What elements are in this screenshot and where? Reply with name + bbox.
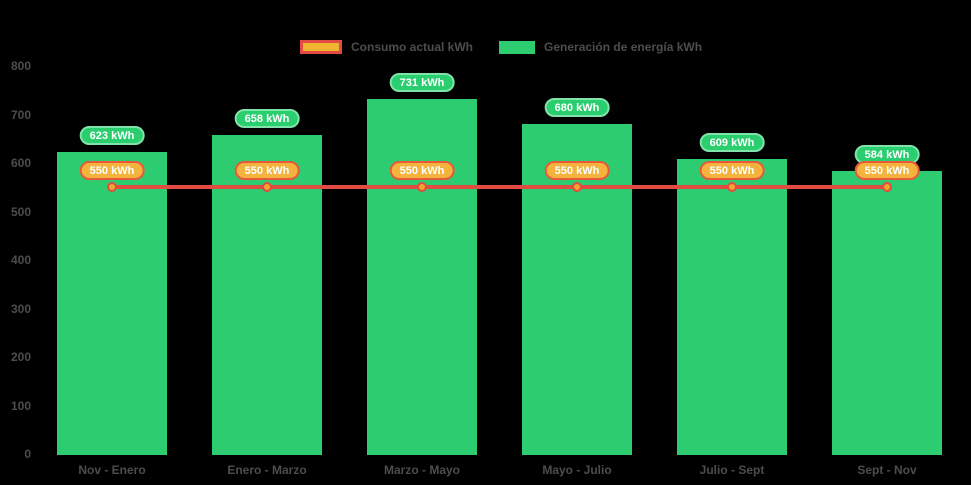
consumption-point[interactable]	[417, 182, 427, 192]
y-axis-tick-label: 800	[10, 59, 31, 73]
x-axis-category-label: Enero - Marzo	[227, 463, 307, 477]
y-axis-tick-label: 100	[10, 398, 31, 413]
y-axis-tick-label: 500	[10, 204, 31, 219]
consumption-value-badge: 550 kWh	[234, 161, 300, 180]
x-axis-category-label: Julio - Sept	[699, 463, 765, 477]
chart-legend: Consumo actual kWh Generación de energía…	[300, 40, 702, 54]
consumption-point[interactable]	[727, 182, 737, 192]
line-swatch-icon	[300, 40, 342, 54]
consumption-point[interactable]	[262, 182, 272, 192]
generation-value-badge: 731 kWh	[389, 73, 455, 93]
y-axis-tick-label: 0	[24, 447, 31, 461]
consumption-value-badge: 550 kWh	[854, 161, 920, 180]
x-axis-category-label: Nov - Enero	[78, 463, 146, 477]
generation-value-badge: 609 kWh	[699, 132, 765, 152]
generation-value-badge: 658 kWh	[234, 108, 300, 128]
consumption-point[interactable]	[107, 182, 117, 192]
generation-bar[interactable]	[677, 158, 787, 455]
y-axis-tick-label: 700	[10, 107, 31, 122]
consumption-point[interactable]	[572, 182, 582, 192]
y-axis-tick-label: 200	[10, 350, 31, 364]
consumption-line	[112, 185, 887, 189]
legend-item-consumo[interactable]: Consumo actual kWh	[300, 40, 473, 54]
consumption-value-badge: 550 kWh	[699, 161, 765, 180]
generation-bar[interactable]	[57, 151, 167, 455]
y-axis-tick-label: 600	[10, 156, 31, 170]
consumption-value-badge: 550 kWh	[389, 161, 455, 180]
generation-bar[interactable]	[367, 99, 477, 455]
consumption-point[interactable]	[882, 182, 892, 192]
x-axis-category-label: Marzo - Mayo	[383, 463, 460, 477]
y-axis-tick-label: 300	[10, 301, 31, 316]
generation-value-badge: 680 kWh	[544, 98, 610, 118]
x-axis-category-label: Sept - Nov	[857, 463, 917, 477]
generation-bar[interactable]	[832, 170, 942, 455]
y-axis-tick-label: 400	[10, 253, 31, 267]
legend-label-generacion: Generación de energía kWh	[544, 40, 703, 54]
bar-swatch-icon	[499, 40, 536, 54]
consumption-value-badge: 550 kWh	[79, 161, 145, 180]
consumption-value-badge: 550 kWh	[544, 161, 610, 180]
generation-value-badge: 623 kWh	[79, 125, 145, 145]
legend-item-generacion[interactable]: Generación de energía kWh	[499, 40, 702, 54]
x-axis-category-label: Mayo - Julio	[542, 463, 612, 477]
legend-label-consumo: Consumo actual kWh	[351, 40, 474, 54]
